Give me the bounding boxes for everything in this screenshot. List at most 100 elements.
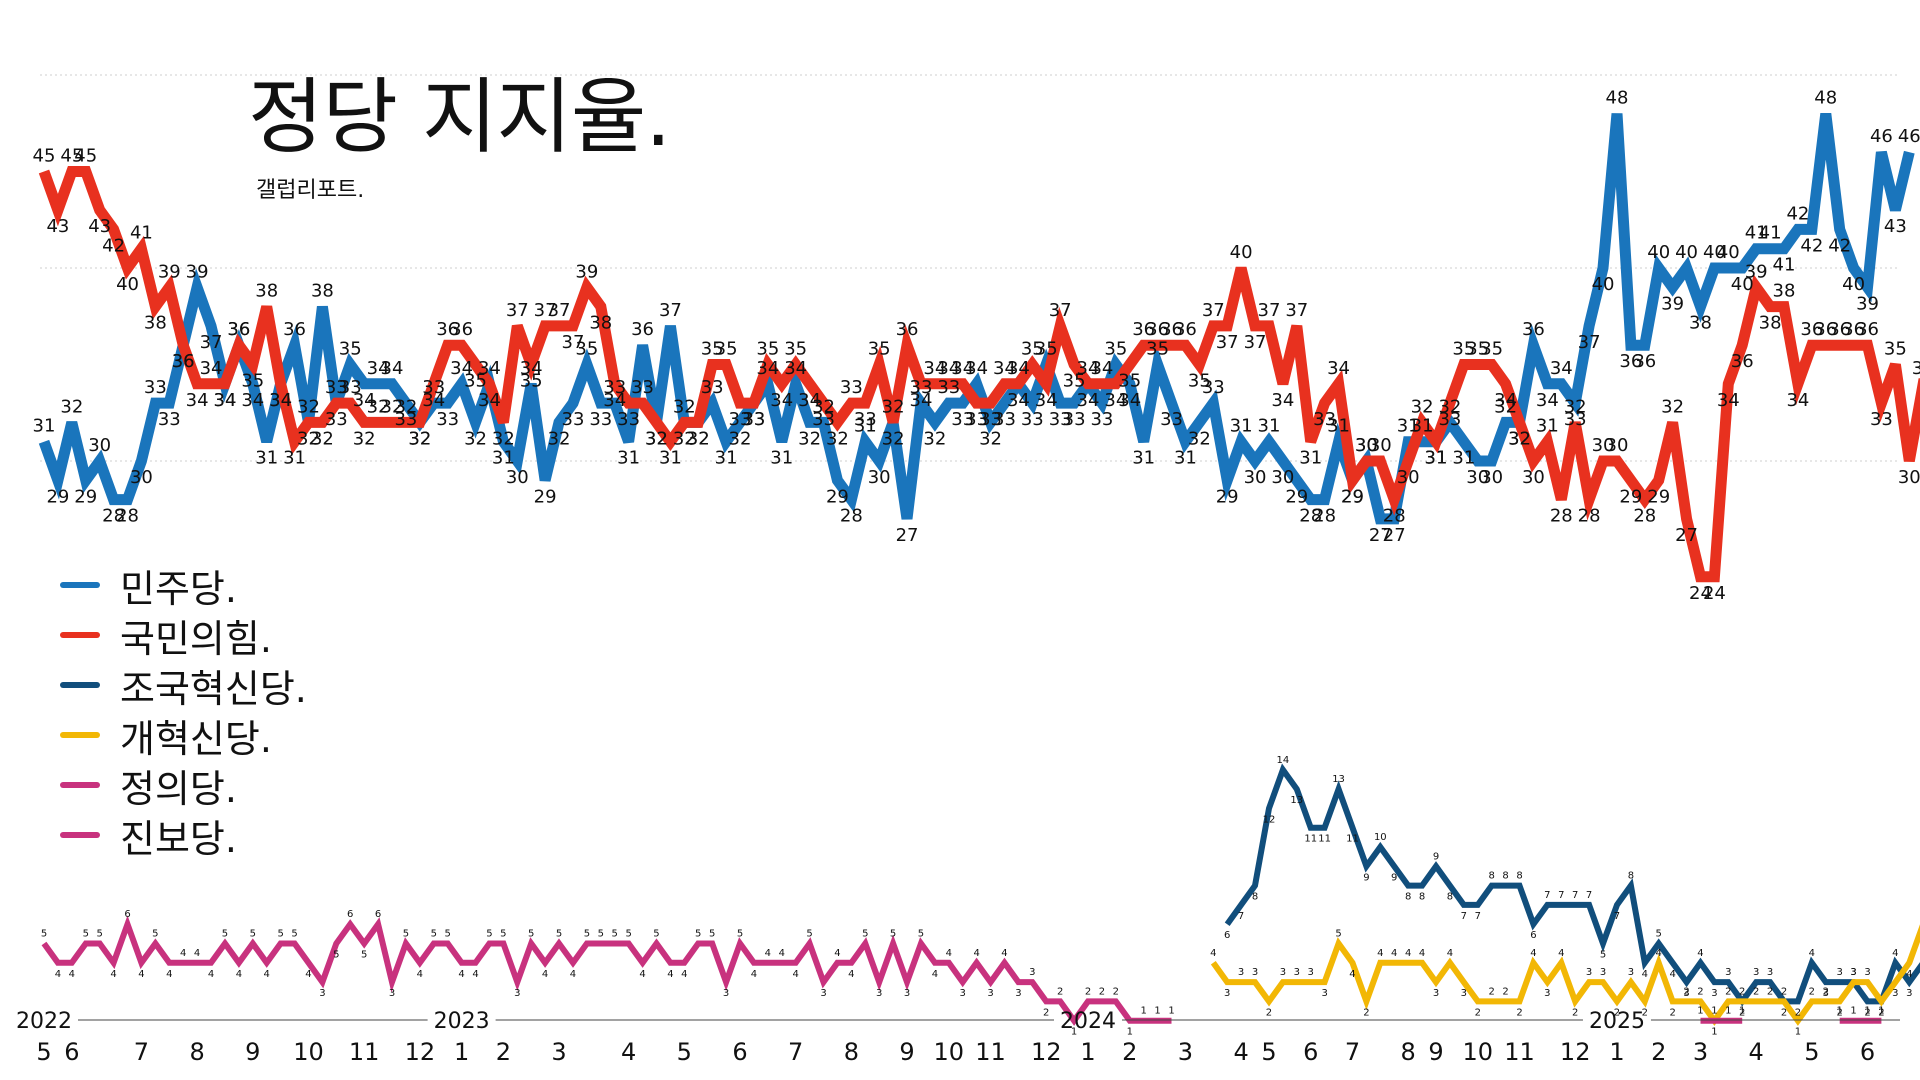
data-label: 36 [1174, 319, 1197, 340]
data-label: 3 [1864, 967, 1870, 978]
month-label: 2 [1651, 1038, 1666, 1066]
month-label: 6 [1860, 1038, 1875, 1066]
month-label: 10 [1462, 1038, 1493, 1066]
data-label: 3 [1224, 988, 1230, 999]
data-label: 2 [1878, 1007, 1884, 1018]
data-label: 1 [1850, 1006, 1856, 1017]
data-label: 33 [325, 377, 348, 398]
data-label: 36 [172, 351, 195, 372]
series-line [41, 915, 1172, 1026]
data-label: 40 [1675, 242, 1698, 263]
data-label: 10 [1374, 832, 1387, 843]
data-label: 3 [1280, 967, 1286, 978]
data-label: 35 [575, 339, 598, 360]
data-label: 33 [729, 409, 752, 430]
data-label: 3 [1586, 967, 1592, 978]
data-label: 34 [1007, 358, 1030, 379]
data-label: 11 [1304, 834, 1317, 845]
data-label: 4 [1447, 948, 1453, 959]
data-label: 3 [1823, 988, 1829, 999]
data-label: 39 [1745, 261, 1768, 282]
data-label: 1 [1140, 1006, 1146, 1017]
data-label: 35 [756, 339, 779, 360]
data-label: 3 [1308, 967, 1314, 978]
data-label: 32 [882, 396, 905, 417]
data-label: 31 [617, 448, 640, 469]
data-label: 34 [269, 390, 292, 411]
data-label: 36 [1828, 319, 1851, 340]
data-label: 28 [1550, 506, 1573, 527]
month-label: 9 [1428, 1038, 1443, 1066]
data-label: 4 [166, 969, 172, 980]
month-label: 11 [349, 1038, 380, 1066]
data-label: 34 [1090, 358, 1113, 379]
data-label: 1 [1711, 1006, 1717, 1017]
data-label: 4 [1656, 948, 1662, 959]
series-line [1210, 924, 1920, 1026]
data-label: 37 [659, 300, 682, 321]
data-label: 36 [1132, 319, 1155, 340]
data-label: 13 [1332, 774, 1345, 785]
chart-title: 정당 지지율. [248, 70, 671, 165]
data-label: 33 [742, 409, 765, 430]
data-label: 7 [1558, 890, 1564, 901]
month-label: 6 [1303, 1038, 1318, 1066]
data-label: 29 [1216, 486, 1239, 507]
data-label: 30 [1397, 467, 1420, 488]
month-label: 11 [975, 1038, 1006, 1066]
data-label: 34 [1494, 390, 1517, 411]
data-label: 4 [458, 969, 464, 980]
data-label: 5 [444, 929, 450, 940]
data-label: 36 [1160, 319, 1183, 340]
data-label: 28 [102, 506, 125, 527]
data-label: 32 [979, 428, 1002, 449]
data-label: 32 [645, 428, 668, 449]
month-label: 1 [1609, 1038, 1624, 1066]
data-label: 4 [667, 969, 673, 980]
data-label: 5 [653, 929, 659, 940]
month-label: 12 [1031, 1038, 1062, 1066]
data-label: 2 [1781, 986, 1787, 997]
data-label: 4 [1001, 948, 1007, 959]
data-label: 33 [589, 409, 612, 430]
data-label: 31 [1425, 448, 1448, 469]
data-label: 29 [46, 486, 69, 507]
data-label: 31 [1327, 416, 1350, 437]
data-label: 8 [1488, 871, 1494, 882]
data-label: 5 [403, 929, 409, 940]
data-label: 33 [1870, 409, 1893, 430]
data-label: 31 [770, 448, 793, 469]
data-label: 8 [1252, 892, 1258, 903]
data-label: 32 [826, 428, 849, 449]
data-label: 34 [1104, 390, 1127, 411]
data-label: 35 [464, 371, 487, 392]
data-label: 32 [1188, 428, 1211, 449]
data-label: 33 [965, 409, 988, 430]
data-label: 3 [1029, 967, 1035, 978]
data-label: 5 [41, 929, 47, 940]
data-label: 42 [1800, 235, 1823, 256]
data-label: 4 [208, 969, 214, 980]
data-label: 31 [1397, 416, 1420, 437]
data-label: 32 [798, 428, 821, 449]
data-label: 4 [932, 969, 938, 980]
data-label: 34 [269, 390, 292, 411]
data-label: 38 [1773, 281, 1796, 302]
data-label: 14 [1277, 755, 1290, 766]
data-label: 12 [1263, 814, 1276, 825]
data-label: 34 [784, 358, 807, 379]
data-label: 2 [1739, 986, 1745, 997]
data-labels: 3129322930282830333336393734363431343632… [33, 88, 1920, 1038]
data-label: 5 [528, 929, 534, 940]
data-label: 4 [946, 948, 952, 959]
data-label: 30 [1271, 467, 1294, 488]
data-label: 31 [255, 448, 278, 469]
data-label: 5 [556, 929, 562, 940]
data-label: 37 [1578, 332, 1601, 353]
data-label: 6 [124, 909, 130, 920]
data-label: 41 [1745, 223, 1768, 244]
year-label: 2024 [1060, 1009, 1116, 1034]
data-label: 32 [464, 428, 487, 449]
data-label: 30 [88, 435, 111, 456]
data-label: 8 [1405, 892, 1411, 903]
